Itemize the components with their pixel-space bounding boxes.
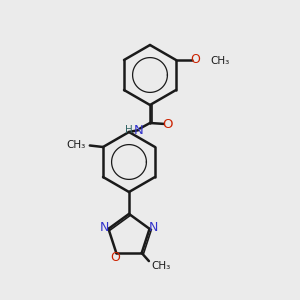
Text: N: N (100, 221, 109, 234)
Text: N: N (134, 124, 143, 137)
Text: CH₃: CH₃ (151, 261, 170, 271)
Text: O: O (190, 53, 200, 66)
Text: O: O (162, 118, 173, 131)
Text: N: N (149, 221, 158, 234)
Text: O: O (110, 251, 120, 264)
Text: CH₃: CH₃ (66, 140, 85, 150)
Text: CH₃: CH₃ (210, 56, 230, 66)
Text: H: H (125, 125, 133, 135)
